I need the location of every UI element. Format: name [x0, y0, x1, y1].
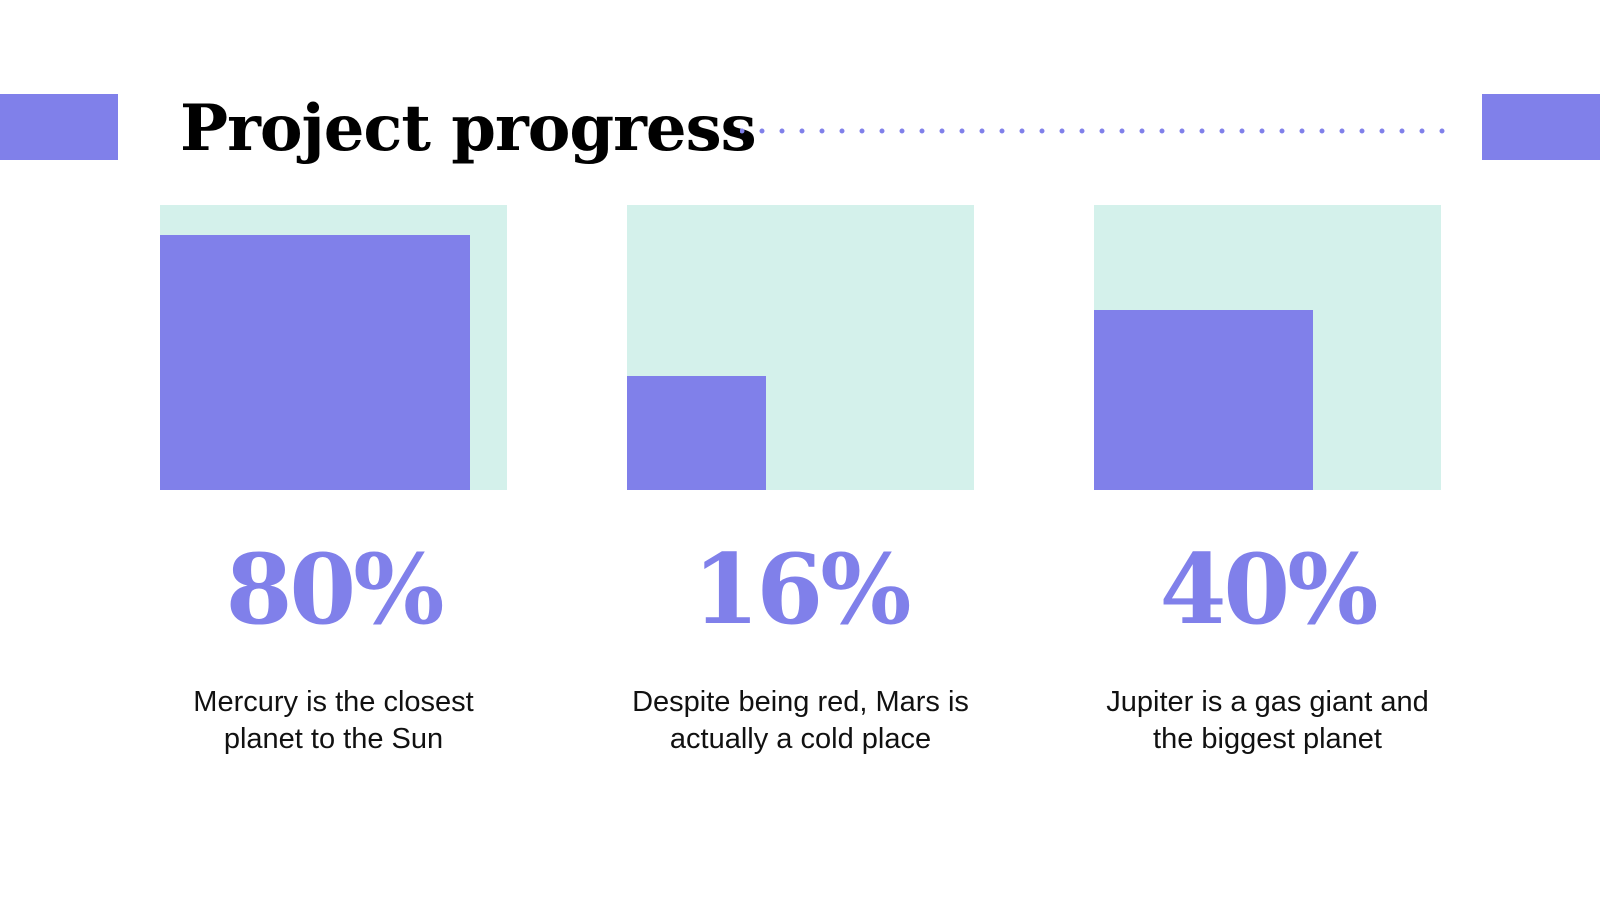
page-title: Project progress: [180, 91, 757, 166]
accent-bar-left: [0, 94, 118, 160]
dotted-divider: [740, 128, 1462, 134]
accent-bar-right: [1482, 94, 1600, 160]
progress-description-mars: Despite being red, Mars is actually a co…: [632, 686, 969, 755]
progress-fill-mars: [627, 376, 766, 490]
progress-card-jupiter: [1094, 205, 1441, 490]
progress-fill-jupiter: [1094, 310, 1313, 490]
progress-description-mercury: Mercury is the closest planet to the Sun: [193, 686, 474, 755]
progress-card-mercury: [160, 205, 507, 490]
progress-fill-mercury: [160, 235, 470, 490]
progress-percent-mercury: 80%: [225, 533, 445, 646]
progress-card-mars: [627, 205, 974, 490]
progress-percent-mars: 16%: [692, 533, 912, 646]
progress-percent-jupiter: 40%: [1159, 533, 1379, 646]
progress-description-jupiter: Jupiter is a gas giant and the biggest p…: [1106, 686, 1429, 755]
